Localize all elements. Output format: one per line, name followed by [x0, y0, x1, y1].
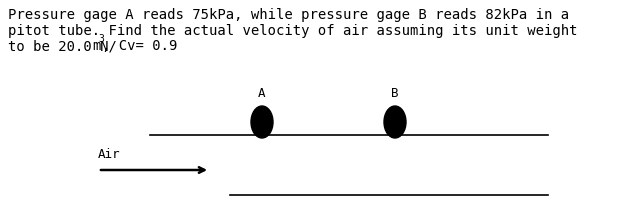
Text: Pressure gage A reads 75kPa, while pressure gage B reads 82kPa in a: Pressure gage A reads 75kPa, while press…: [8, 8, 569, 22]
Ellipse shape: [384, 106, 406, 138]
Ellipse shape: [251, 106, 273, 138]
Text: A: A: [259, 87, 266, 100]
Text: 3: 3: [99, 35, 105, 44]
Text: pitot tube. Find the actual velocity of air assuming its unit weight: pitot tube. Find the actual velocity of …: [8, 23, 578, 37]
Text: Air: Air: [98, 148, 120, 161]
Text: to be 20.0 N/: to be 20.0 N/: [8, 39, 125, 53]
Text: B: B: [391, 87, 399, 100]
Text: , Cv= 0.9: , Cv= 0.9: [102, 39, 178, 53]
Text: m: m: [93, 39, 101, 53]
